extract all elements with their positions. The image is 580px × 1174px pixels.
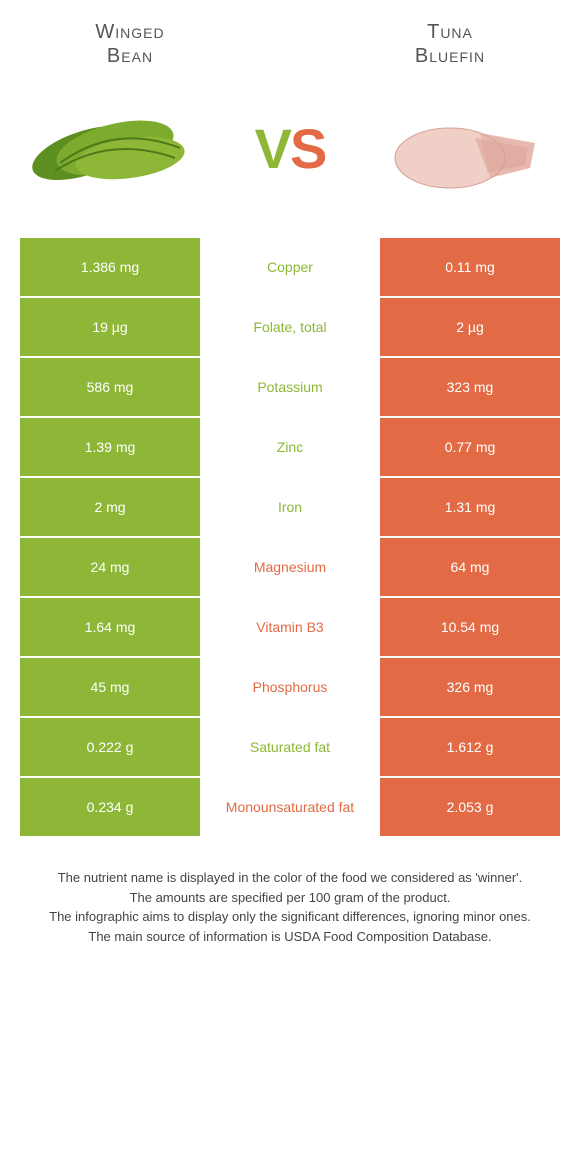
footnote-line: The nutrient name is displayed in the co… [20,868,560,888]
nutrient-label: Monounsaturated fat [200,778,380,836]
footnote-line: The amounts are specified per 100 gram o… [20,888,560,908]
right-value: 1.612 g [380,718,560,776]
footnotes: The nutrient name is displayed in the co… [0,838,580,976]
nutrient-label: Iron [200,478,380,536]
nutrient-label: Vitamin B3 [200,598,380,656]
table-row: 0.234 gMonounsaturated fat2.053 g [20,778,560,836]
nutrient-label: Saturated fat [200,718,380,776]
vs-label: VS [255,116,326,181]
right-food-image [380,88,550,208]
left-value: 24 mg [20,538,200,596]
right-title-line1: Tuna [427,21,473,43]
left-food-title: Winged Bean [30,20,230,68]
left-value: 19 µg [20,298,200,356]
nutrient-label: Phosphorus [200,658,380,716]
winged-bean-icon [30,93,200,203]
comparison-infographic: Winged Bean Tuna Bluefin VS [0,0,580,976]
footnote-line: The main source of information is USDA F… [20,927,560,947]
table-row: 2 mgIron1.31 mg [20,478,560,536]
header: Winged Bean Tuna Bluefin [0,0,580,78]
left-value: 1.64 mg [20,598,200,656]
nutrient-label: Folate, total [200,298,380,356]
right-value: 1.31 mg [380,478,560,536]
footnote-line: The infographic aims to display only the… [20,907,560,927]
right-value: 326 mg [380,658,560,716]
right-value: 10.54 mg [380,598,560,656]
right-value: 0.11 mg [380,238,560,296]
left-value: 45 mg [20,658,200,716]
tuna-icon [380,93,550,203]
right-value: 323 mg [380,358,560,416]
left-value: 1.39 mg [20,418,200,476]
table-row: 24 mgMagnesium64 mg [20,538,560,596]
table-row: 1.64 mgVitamin B310.54 mg [20,598,560,656]
table-row: 586 mgPotassium323 mg [20,358,560,416]
left-value: 2 mg [20,478,200,536]
left-value: 1.386 mg [20,238,200,296]
nutrient-label: Magnesium [200,538,380,596]
nutrient-label: Zinc [200,418,380,476]
left-value: 0.222 g [20,718,200,776]
right-value: 0.77 mg [380,418,560,476]
left-food-image [30,88,200,208]
table-row: 1.39 mgZinc0.77 mg [20,418,560,476]
table-row: 0.222 gSaturated fat1.612 g [20,718,560,776]
table-row: 19 µgFolate, total2 µg [20,298,560,356]
left-value: 0.234 g [20,778,200,836]
right-food-title: Tuna Bluefin [350,20,550,68]
left-title-line1: Winged [95,21,164,43]
nutrient-label: Potassium [200,358,380,416]
right-value: 64 mg [380,538,560,596]
comparison-table: 1.386 mgCopper0.11 mg19 µgFolate, total2… [0,238,580,836]
right-title-line2: Bluefin [415,45,485,67]
right-value: 2 µg [380,298,560,356]
vs-s: S [290,116,325,181]
left-value: 586 mg [20,358,200,416]
right-value: 2.053 g [380,778,560,836]
nutrient-label: Copper [200,238,380,296]
table-row: 1.386 mgCopper0.11 mg [20,238,560,296]
left-title-line2: Bean [107,45,153,67]
images-row: VS [0,78,580,238]
table-row: 45 mgPhosphorus326 mg [20,658,560,716]
vs-v: V [255,116,290,181]
